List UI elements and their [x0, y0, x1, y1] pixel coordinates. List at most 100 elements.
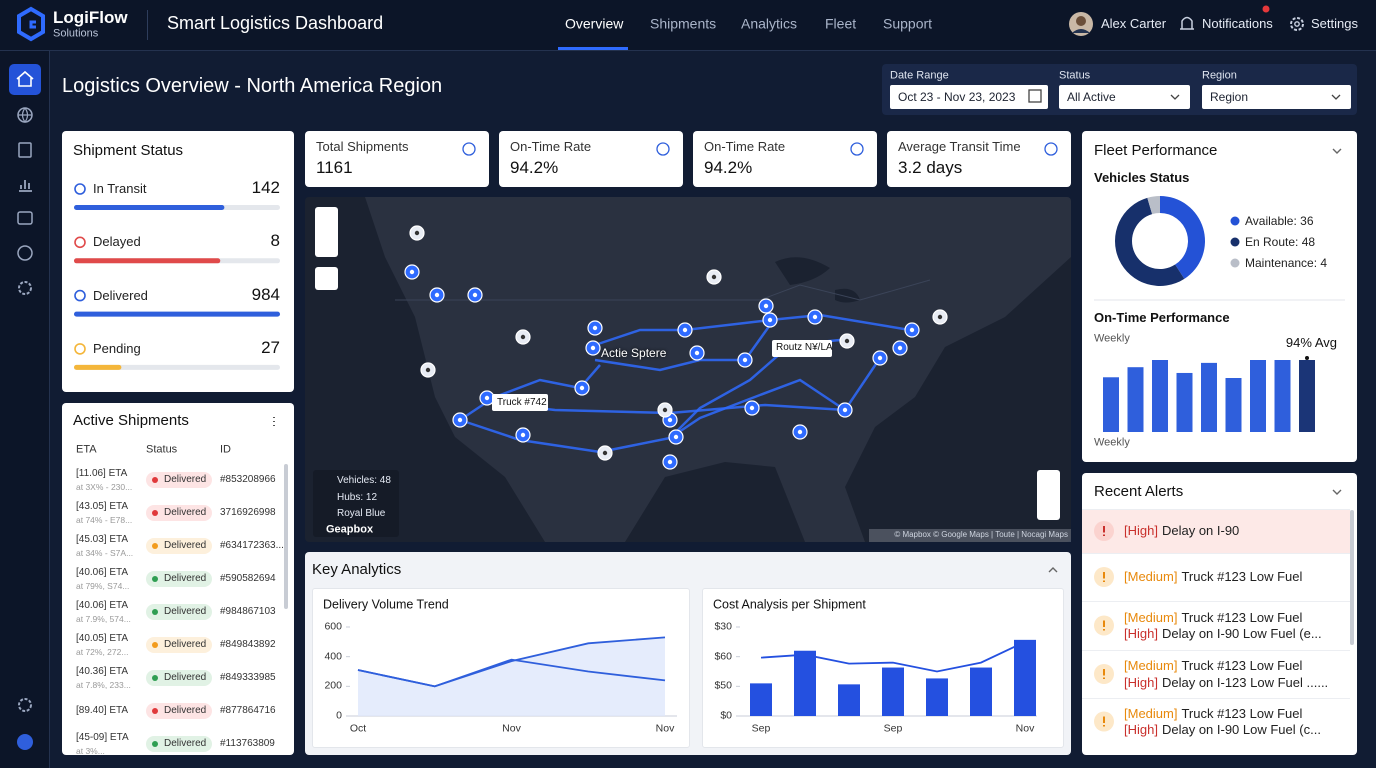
map-pin-dot	[673, 434, 679, 440]
y-tick-label: 200	[324, 680, 342, 693]
nav-tab[interactable]: Overview	[565, 15, 624, 32]
filter-value[interactable]: Region	[1210, 89, 1249, 104]
map-pin-dot	[812, 314, 818, 320]
map-pin-dot	[484, 395, 490, 401]
map-legend-item: Royal Blue	[337, 508, 386, 519]
eta-detail: at 7.8%, 233...	[76, 679, 131, 690]
shipment-id: #590582694	[220, 573, 276, 584]
status-pill	[146, 703, 212, 719]
notifications[interactable]: Notifications	[1202, 16, 1273, 32]
sidebar-active[interactable]	[9, 64, 41, 95]
map-logo: Geapbox	[326, 523, 374, 536]
filter-label: Status	[1059, 69, 1091, 82]
kpi-value: 3.2 days	[898, 157, 963, 177]
top-bar	[0, 0, 1376, 51]
alert-level: [High]	[1124, 674, 1158, 690]
kpi-card	[693, 131, 877, 187]
eta: [89.40] ETA	[76, 705, 129, 716]
map-label: Routz N¥/LA	[776, 342, 833, 353]
chart-title: On-Time Performance	[1094, 310, 1230, 326]
nav-tab[interactable]: Shipments	[650, 15, 717, 32]
settings[interactable]: Settings	[1311, 16, 1358, 32]
page-title: Logistics Overview - North America Regio…	[62, 75, 443, 97]
status-pill	[146, 538, 212, 554]
alert-message: Delay on I-90	[1161, 523, 1240, 539]
legend-label: Maintenance: 4	[1245, 255, 1328, 270]
x-tick-label: Oct	[349, 722, 367, 735]
map-attribution-bg	[869, 529, 1071, 542]
eta-detail: at 7.9%, 574...	[76, 613, 131, 624]
kpi-card	[305, 131, 489, 187]
status-pill	[146, 571, 212, 587]
status-pill	[146, 472, 212, 488]
filter-label: Date Range	[890, 69, 949, 82]
card-title: Recent Alerts	[1094, 483, 1184, 500]
alert-message: Delay on I-90 Low Fuel (e...	[1161, 626, 1322, 642]
legend-label: En Route: 48	[1245, 234, 1316, 249]
alert-row[interactable]	[1082, 698, 1350, 745]
filter-input[interactable]	[1202, 85, 1351, 109]
alert-text: [Medium] Truck #123 Low Fuel	[1124, 569, 1302, 585]
map-callout	[492, 394, 548, 411]
kpi-card	[499, 131, 683, 187]
alert-level: [Medium]	[1124, 569, 1178, 585]
route	[669, 378, 846, 440]
status-text: Delivered	[164, 606, 207, 617]
map-label: Actie Sptere	[601, 345, 667, 360]
brand: LogiFlow	[53, 7, 128, 27]
legend-label: Available: 36	[1245, 213, 1314, 228]
eta-detail: at 3%...	[76, 745, 105, 756]
filter-value[interactable]: All Active	[1067, 89, 1116, 104]
status-name: Delayed	[93, 234, 141, 250]
alert-row[interactable]	[1082, 601, 1350, 650]
map-pin-dot	[711, 274, 717, 280]
status-pill	[146, 637, 212, 653]
status-text: Delivered	[164, 573, 207, 584]
map-pin-dot	[667, 417, 673, 423]
kpi-label: On-Time Rate	[510, 139, 592, 155]
nav-tab[interactable]: Analytics	[741, 15, 798, 32]
map-pin-dot	[767, 317, 773, 323]
map-land	[365, 197, 1071, 542]
map-pin-dot	[434, 292, 440, 298]
filter-value[interactable]: Oct 23 - Nov 23, 2023	[898, 89, 1016, 104]
kpi-value: 94.2%	[510, 157, 559, 177]
map-pin-dot	[409, 269, 415, 275]
status-text: Delivered	[164, 507, 207, 518]
alert-level: [Medium]	[1124, 705, 1178, 721]
nav-tab[interactable]: Support	[883, 15, 933, 32]
shipment-id: #984867103	[220, 606, 276, 617]
status-name: Pending	[93, 341, 141, 357]
alert-message: Delay on I-123 Low Fuel ......	[1161, 674, 1329, 690]
eta-detail: at 74% - E78...	[76, 514, 133, 525]
alert-row[interactable]	[1082, 509, 1350, 553]
status-pill	[146, 505, 212, 521]
alert-row[interactable]	[1082, 650, 1350, 698]
card-title: Shipment Status	[73, 142, 184, 159]
map-pin-dot	[520, 334, 526, 340]
zoom-controls[interactable]	[1037, 470, 1060, 520]
user-name[interactable]: Alex Carter	[1101, 16, 1167, 32]
filter-input[interactable]	[890, 85, 1048, 109]
status-text: Delivered	[164, 705, 207, 716]
map-pin-dot	[592, 325, 598, 331]
map-pin-dot	[520, 432, 526, 438]
alert-text: [Medium] Truck #123 Low Fuel	[1124, 658, 1302, 674]
eta: [40.05] ETA	[76, 633, 129, 644]
filter-input[interactable]	[1059, 85, 1190, 109]
alert-text: [Medium] Truck #123 Low Fuel	[1124, 706, 1302, 722]
alert-row[interactable]	[1082, 553, 1350, 601]
kpi-value: 1161	[316, 157, 353, 177]
compass-button[interactable]	[315, 267, 338, 290]
zoom-controls[interactable]	[315, 207, 338, 257]
alert-message: Truck #123 Low Fuel	[1181, 609, 1303, 625]
nav-tab[interactable]: Fleet	[825, 15, 857, 32]
map-pin-dot	[472, 292, 478, 298]
alert-level: [Medium]	[1124, 609, 1178, 625]
y-tick-label: 400	[324, 650, 342, 663]
active-tab-underline	[558, 47, 628, 50]
eta: [45.03] ETA	[76, 534, 129, 545]
status-pill	[146, 670, 212, 686]
map-legend-item: Hubs: 12	[337, 491, 378, 503]
map-pin-dot	[742, 357, 748, 363]
